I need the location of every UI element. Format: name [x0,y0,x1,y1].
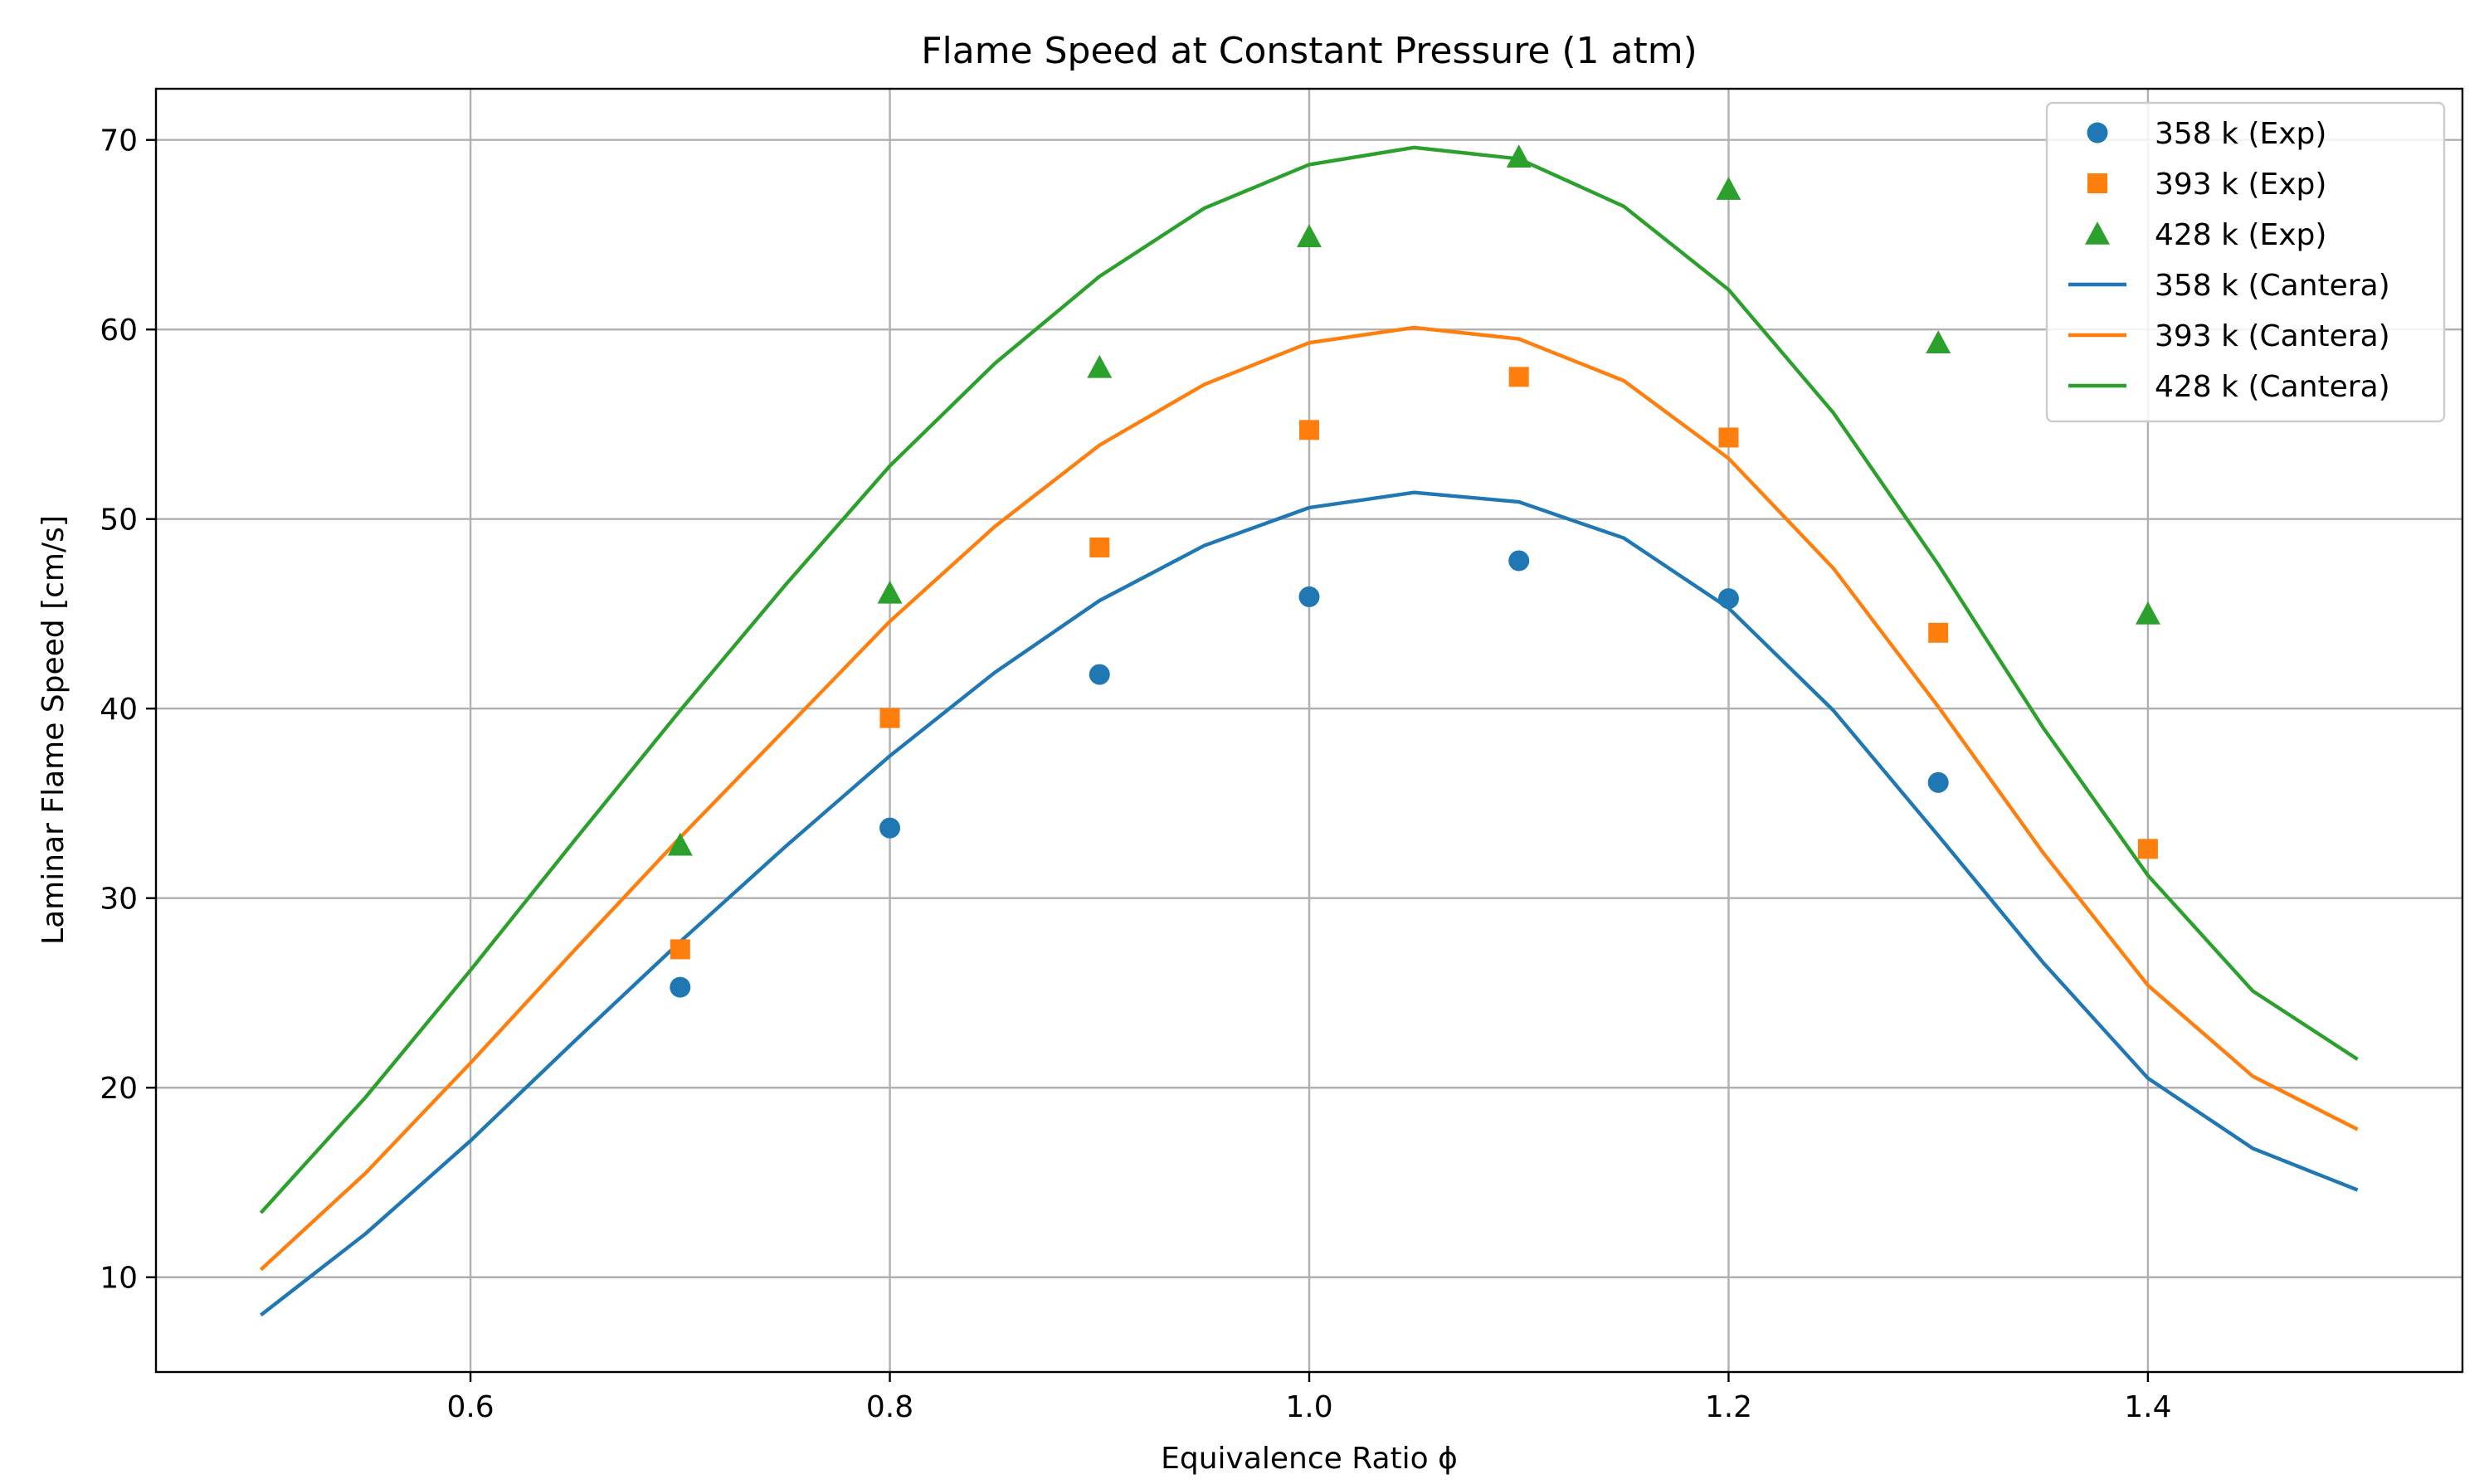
x-tick-label: 1.2 [1705,1390,1752,1424]
data-point [1927,771,1949,793]
series-line [259,325,2359,1272]
data-point [1299,420,1319,440]
data-point [1089,664,1110,685]
legend-label: 358 k (Exp) [2155,117,2326,151]
legend-label: 428 k (Cantera) [2155,370,2390,404]
data-point [1718,427,1739,448]
x-tick-label: 1.4 [2124,1390,2171,1424]
data-point [1508,367,1529,387]
data-point [879,708,900,728]
axis-ticks: 0.6 0.8 1.0 1.2 1.4 10 20 30 40 50 60 70 [100,124,2171,1424]
series-line [259,145,2359,1214]
y-axis-label: Laminar Flame Speed [cm/s] [37,515,71,945]
data-point [877,580,903,604]
plot-series [259,144,2359,1317]
data-point [1298,586,1320,607]
series-428-k-exp [667,144,2160,856]
y-tick-label: 50 [100,504,138,538]
data-point [879,817,901,839]
series-393-k-exp [670,367,2158,960]
data-point [1508,550,1530,572]
data-point [670,939,690,960]
x-axis-label: Equivalence Ratio ϕ [1161,1442,1458,1476]
data-point [1506,144,1532,168]
data-point [1297,224,1322,247]
data-point [670,976,691,998]
y-tick-label: 30 [100,883,138,917]
x-tick-label: 1.0 [1285,1390,1332,1424]
y-tick-label: 40 [100,693,138,727]
legend-swatch [2085,221,2110,245]
x-tick-label: 0.6 [446,1390,494,1424]
y-tick-label: 70 [100,124,138,158]
series-line [260,490,2359,1317]
chart-title: Flame Speed at Constant Pressure (1 atm) [921,30,1697,72]
series-358-k-exp [670,550,1949,998]
data-point [2135,601,2160,625]
legend-label: 393 k (Exp) [2155,168,2326,202]
y-tick-label: 10 [100,1262,138,1296]
y-tick-label: 60 [100,314,138,348]
data-point [1926,330,1951,353]
legend-label: 393 k (Cantera) [2155,319,2390,353]
x-tick-label: 0.8 [866,1390,913,1424]
data-point [2137,839,2158,859]
y-tick-label: 20 [100,1072,138,1106]
legend: 358 k (Exp) 393 k (Exp) 428 k (Exp) 358 k (… [2045,101,2446,423]
data-point [1717,588,1739,610]
data-point [1087,354,1113,378]
legend-label: 428 k (Exp) [2155,218,2326,252]
series-358-k-cantera [260,490,2359,1317]
series-393-k-cantera [259,325,2359,1272]
data-point [1716,177,1741,200]
legend-label: 358 k (Cantera) [2155,269,2390,303]
legend-swatch [2087,122,2108,144]
data-point [1089,537,1110,557]
series-428-k-cantera [259,145,2359,1214]
legend-box [2045,101,2446,423]
data-point [1928,622,1949,643]
data-point [667,832,693,856]
legend-swatch [2087,173,2107,193]
